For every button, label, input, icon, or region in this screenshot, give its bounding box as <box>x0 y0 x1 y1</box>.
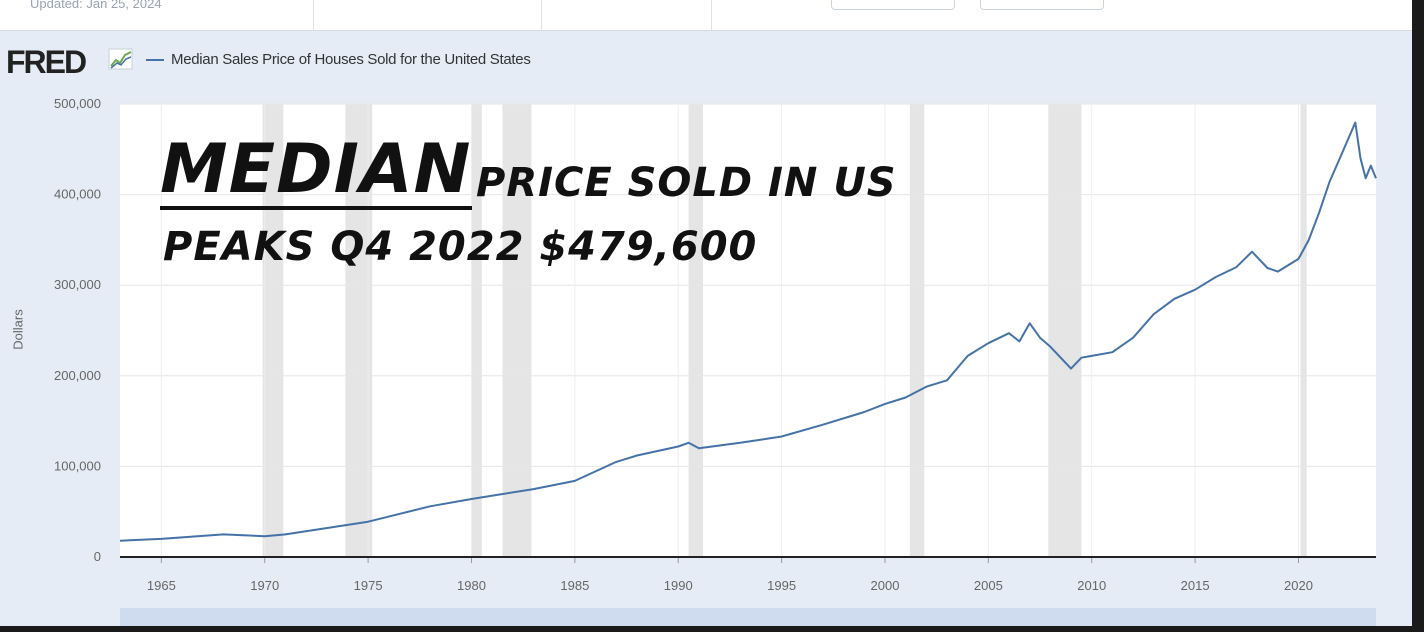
legend-swatch <box>146 59 164 61</box>
annotation-median: MEDIAN <box>160 130 472 209</box>
y-tick-label: 100,000 <box>54 458 101 473</box>
x-tick-label: 2005 <box>974 578 1003 593</box>
recession-band <box>1300 104 1307 557</box>
x-tick-label: 1985 <box>560 578 589 593</box>
x-tick-label: 2000 <box>871 578 900 593</box>
recession-band <box>502 104 532 557</box>
toolbar-button[interactable] <box>980 0 1104 10</box>
divider <box>313 0 314 30</box>
x-tick-label: 1965 <box>147 578 176 593</box>
annotation-peak: PEAKS Q4 2022 $479,600 <box>163 224 758 270</box>
y-tick-label: 300,000 <box>54 277 101 292</box>
recession-band <box>262 104 284 557</box>
plot-area <box>120 104 1376 558</box>
x-tick-label: 1995 <box>767 578 796 593</box>
toolbar-button[interactable] <box>831 0 955 10</box>
recession-band <box>909 104 925 557</box>
legend-label: Median Sales Price of Houses Sold for th… <box>171 51 531 68</box>
x-tick-label: 1975 <box>354 578 383 593</box>
x-tick-label: 2020 <box>1284 578 1313 593</box>
y-tick-label: 0 <box>94 549 101 564</box>
annotation-price-sold: PRICE SOLD IN US <box>476 160 897 206</box>
chart-trend-icon <box>108 48 133 70</box>
x-tick-label: 1990 <box>664 578 693 593</box>
window-edge <box>1412 0 1424 632</box>
x-tick-label: 1970 <box>250 578 279 593</box>
top-bar: Updated: Jan 25, 2024 <box>0 0 1412 31</box>
x-tick-label: 2015 <box>1181 578 1210 593</box>
fred-logo: FRED <box>6 44 87 80</box>
recession-band <box>1048 104 1082 557</box>
recession-band <box>471 104 482 557</box>
x-tick-label: 2010 <box>1077 578 1106 593</box>
divider <box>541 0 542 30</box>
updated-date: Updated: Jan 25, 2024 <box>30 0 162 11</box>
series-line <box>119 121 1377 542</box>
y-tick-label: 500,000 <box>54 96 101 111</box>
divider <box>711 0 712 30</box>
annotation-underline <box>160 206 472 210</box>
bottom-bar <box>0 626 1412 632</box>
y-tick-label: 200,000 <box>54 368 101 383</box>
y-tick-label: 400,000 <box>54 187 101 202</box>
x-tick-label: 1980 <box>457 578 486 593</box>
